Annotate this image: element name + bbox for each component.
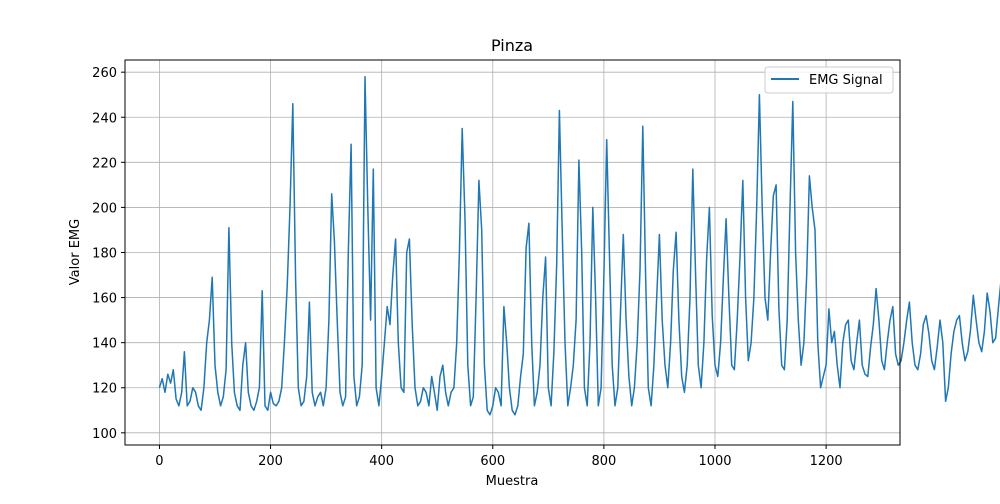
y-tick-label: 200: [92, 201, 117, 216]
y-axis-ticks: 100 120 140 160 180 200 220 240 260: [92, 66, 125, 442]
chart-title: Pinza: [491, 36, 533, 55]
x-tick-label: 200: [258, 454, 283, 469]
x-axis-label: Muestra: [486, 474, 539, 489]
y-tick-label: 100: [92, 427, 117, 442]
y-tick-label: 240: [92, 111, 117, 126]
series-line-emg-signal: [158, 75, 1000, 416]
x-tick-label: 0: [155, 454, 163, 469]
x-tick-label: 1200: [810, 454, 843, 469]
legend: EMG Signal: [764, 66, 894, 94]
y-tick-label: 180: [92, 247, 117, 262]
y-tick-label: 220: [92, 156, 117, 171]
y-tick-label: 140: [92, 337, 117, 352]
y-tick-label: 120: [92, 382, 117, 397]
x-tick-label: 800: [591, 454, 616, 469]
legend-box: [764, 66, 894, 94]
series-layer: [158, 75, 1000, 416]
x-tick-label: 600: [480, 454, 505, 469]
y-axis-label: Valor EMG: [68, 219, 83, 285]
x-tick-label: 400: [369, 454, 394, 469]
y-tick-label: 160: [92, 292, 117, 307]
legend-label: EMG Signal: [809, 73, 883, 88]
y-tick-label: 260: [92, 66, 117, 81]
grid: [125, 60, 900, 445]
x-tick-label: 1000: [698, 454, 731, 469]
x-axis-ticks: 0 200 400 600 800 1000 1200: [155, 445, 843, 469]
